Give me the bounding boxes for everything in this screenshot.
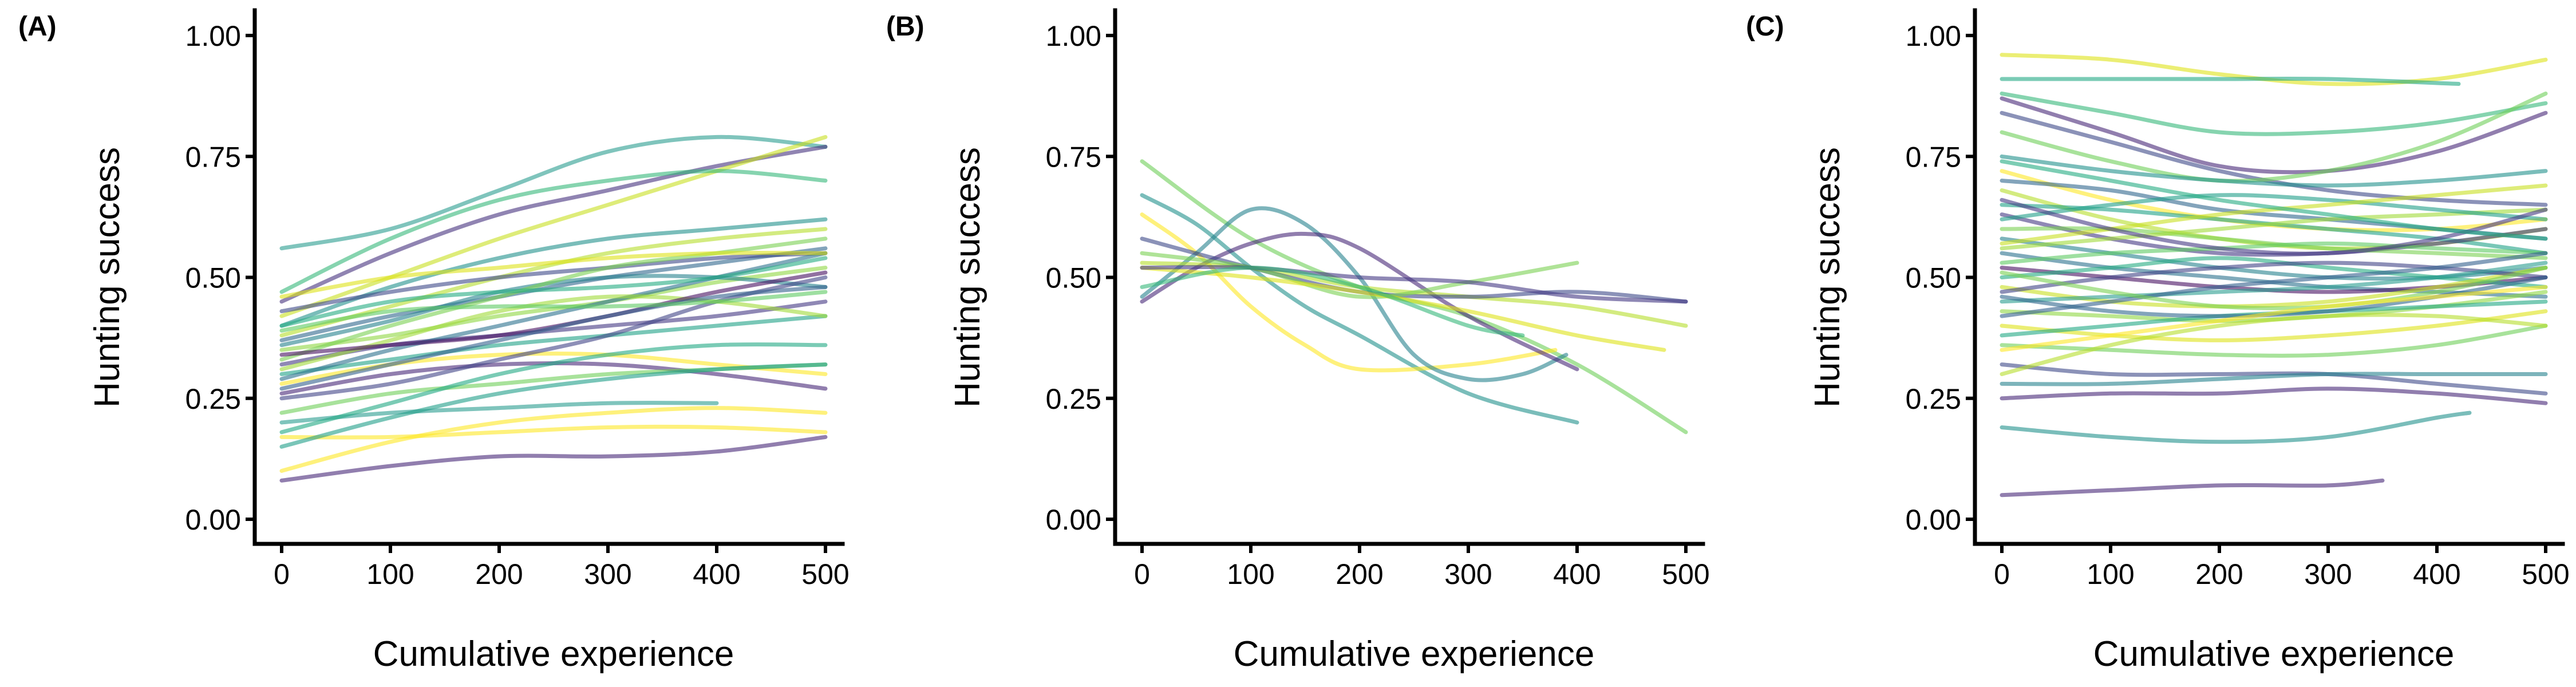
series-line [2000,91,2548,183]
series-line [2000,96,2548,175]
y-axis-title: Hunting success [948,147,987,408]
series-line [2000,159,2548,241]
y-tick-label: 0.50 [1906,262,1961,294]
series-line [2000,260,2548,304]
chart-panel: (B) 0.00 0.25 0.50 0.75 1.00 0 100 200 300 400 500 C… [886,8,1710,674]
series-line [279,246,828,342]
series-line [279,362,828,449]
series-line [2000,154,2548,188]
series-line [279,401,719,425]
series-line [2000,266,2548,310]
series-line [2000,285,2548,352]
series-line [2000,256,2548,289]
panel-label: (A) [18,11,57,42]
series-line [1140,206,1568,382]
x-tick-label: 400 [1553,558,1601,590]
series-line [2000,251,2548,318]
series-line [279,251,828,314]
y-axis-title: Hunting success [88,147,127,408]
series-line [2000,260,2548,294]
x-tick-label: 500 [801,558,849,590]
y-tick-label: 0.00 [185,504,241,536]
x-tick-label: 500 [1662,558,1709,590]
x-tick-label: 500 [2522,558,2569,590]
x-tick-label: 100 [366,558,414,590]
series-line [279,275,828,401]
series-line [1140,251,1579,299]
series-line [2000,266,2548,309]
x-tick-label: 0 [1134,558,1150,590]
series-line [2000,372,2548,386]
series-line [1140,266,1525,338]
series-line [1140,193,1579,425]
x-tick-label: 300 [584,558,631,590]
y-tick-label: 0.50 [1046,262,1101,294]
series-line [279,342,828,435]
series-line [2000,207,2548,251]
series-group [279,135,828,483]
x-tick-label: 200 [475,558,523,590]
series-group [2000,53,2548,498]
series-line [279,135,828,251]
y-tick-label: 0.25 [1046,383,1101,415]
series-line [279,285,828,391]
series-line [2000,91,2548,136]
series-line [2000,362,2548,396]
series-line [2000,410,2472,444]
series-line [2000,386,2548,405]
series-line [2000,193,2548,222]
series-line [279,290,828,333]
y-tick-label: 0.75 [185,141,241,173]
y-tick-label: 0.25 [185,383,241,415]
y-tick-label: 1.00 [1046,20,1101,52]
series-line [279,251,828,299]
x-tick-label: 0 [274,558,290,590]
y-tick-label: 0.00 [1046,504,1101,536]
series-line [279,135,828,318]
x-tick-label: 100 [1227,558,1274,590]
y-tick-label: 0.75 [1906,141,1961,173]
y-tick-label: 0.50 [185,262,241,294]
series-line [2000,198,2548,256]
x-tick-label: 300 [2304,558,2352,590]
panel-label: (C) [1746,11,1784,42]
x-tick-label: 400 [2413,558,2460,590]
x-tick-label: 400 [693,558,740,590]
series-line [2000,309,2548,342]
series-line [2000,76,2461,86]
x-axis-title: Cumulative experience [373,634,734,674]
chart-panel: (A) 0.00 0.25 0.50 0.75 1.00 0 100 200 300 400 500 C… [18,8,850,674]
series-line [2000,478,2385,498]
chart-panel: (C) 0.00 0.25 0.50 0.75 1.00 0 100 200 300 400 500 C… [1746,8,2570,674]
series-line [2000,313,2548,376]
series-line [279,424,828,440]
series-line [279,144,828,304]
x-tick-label: 100 [2087,558,2134,590]
x-tick-label: 300 [1444,558,1492,590]
series-line [279,169,828,294]
series-line [279,406,828,473]
series-line [279,314,828,376]
panel-label: (B) [886,11,924,42]
x-axis-title: Cumulative experience [1234,634,1595,674]
series-line [279,256,828,328]
series-line [279,227,828,338]
y-tick-label: 0.25 [1906,383,1961,415]
x-axis-title: Cumulative experience [2093,634,2455,674]
x-tick-label: 200 [1336,558,1383,590]
series-line [1140,212,1558,373]
x-tick-label: 200 [2195,558,2243,590]
y-tick-label: 1.00 [1906,20,1961,52]
y-axis-title: Hunting success [1808,147,1847,408]
series-line [1140,266,1666,352]
y-tick-label: 0.75 [1046,141,1101,173]
y-tick-label: 0.00 [1906,504,1961,536]
series-group [1140,159,1688,435]
series-line [2000,241,2548,265]
x-tick-label: 0 [1994,558,2010,590]
series-line [279,435,828,483]
y-tick-label: 1.00 [185,20,241,52]
